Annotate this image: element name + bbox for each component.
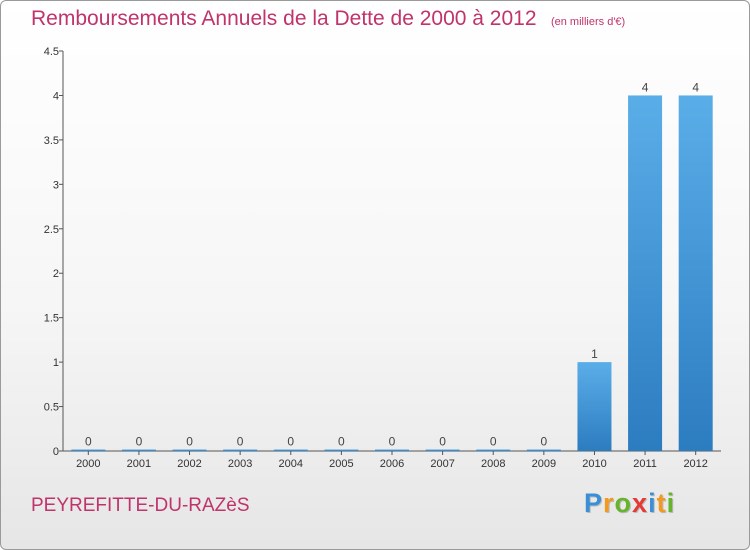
y-tick-label: 3 <box>53 179 59 191</box>
data-label: 4 <box>642 80 649 94</box>
data-label: 0 <box>389 435 396 449</box>
bar <box>678 95 713 451</box>
logo-letter: o <box>614 488 633 518</box>
y-tick-label: 2.5 <box>44 224 59 236</box>
data-label: 0 <box>439 435 446 449</box>
data-label: 0 <box>237 435 244 449</box>
logo-letter: r <box>603 488 615 518</box>
data-label: 0 <box>338 435 345 449</box>
x-tick-label: 2000 <box>76 458 100 470</box>
y-tick-label: 2 <box>53 268 59 280</box>
logo-letter: i <box>666 488 676 518</box>
proxiti-logo: Proxiti <box>584 488 675 519</box>
logo-letter: P <box>584 488 604 518</box>
x-tick-label: 2012 <box>683 458 707 470</box>
data-label: 1 <box>591 347 598 361</box>
logo-letter: i <box>648 488 657 518</box>
chart-title-block: Remboursements Annuels de la Dette de 20… <box>31 7 625 31</box>
bar <box>375 449 409 451</box>
data-label: 0 <box>85 435 92 449</box>
x-tick-label: 2001 <box>127 458 151 470</box>
chart-unit: (en milliers d'€) <box>550 16 626 28</box>
bar <box>172 449 207 451</box>
data-label: 0 <box>541 435 548 449</box>
bar <box>273 449 308 451</box>
chart-title: Remboursements Annuels de la Dette de 20… <box>31 7 537 30</box>
data-label: 0 <box>287 435 294 449</box>
data-label: 0 <box>186 435 193 449</box>
bar <box>324 449 359 451</box>
x-tick-label: 2008 <box>481 458 505 470</box>
x-tick-label: 2011 <box>633 458 657 470</box>
y-tick-label: 4.5 <box>44 46 59 58</box>
logo-letter: x <box>632 488 649 518</box>
x-tick-label: 2004 <box>279 458 303 470</box>
data-label: 4 <box>692 80 699 94</box>
x-tick-label: 2006 <box>380 458 404 470</box>
y-tick-label: 3.5 <box>44 135 59 147</box>
bar <box>526 449 561 451</box>
x-tick-label: 2002 <box>177 458 201 470</box>
x-tick-label: 2007 <box>430 458 454 470</box>
x-tick-label: 2003 <box>228 458 252 470</box>
data-label: 0 <box>136 435 143 449</box>
bar <box>577 362 612 451</box>
bar <box>628 95 663 451</box>
x-tick-label: 2005 <box>329 458 353 470</box>
y-tick-label: 0.5 <box>44 402 59 414</box>
bar <box>425 449 460 451</box>
x-tick-label: 2010 <box>582 458 606 470</box>
bar <box>71 449 106 451</box>
bar <box>223 449 258 451</box>
y-tick-label: 0 <box>53 446 59 458</box>
y-tick-label: 1.5 <box>44 313 59 325</box>
bar <box>476 449 511 451</box>
y-tick-label: 4 <box>53 90 59 102</box>
data-label: 0 <box>490 435 497 449</box>
bar <box>121 449 156 451</box>
y-tick-label: 1 <box>53 357 59 369</box>
commune-name: PEYREFITTE-DU-RAZèS <box>31 495 250 516</box>
logo-letter: t <box>656 488 667 518</box>
x-tick-label: 2009 <box>532 458 556 470</box>
